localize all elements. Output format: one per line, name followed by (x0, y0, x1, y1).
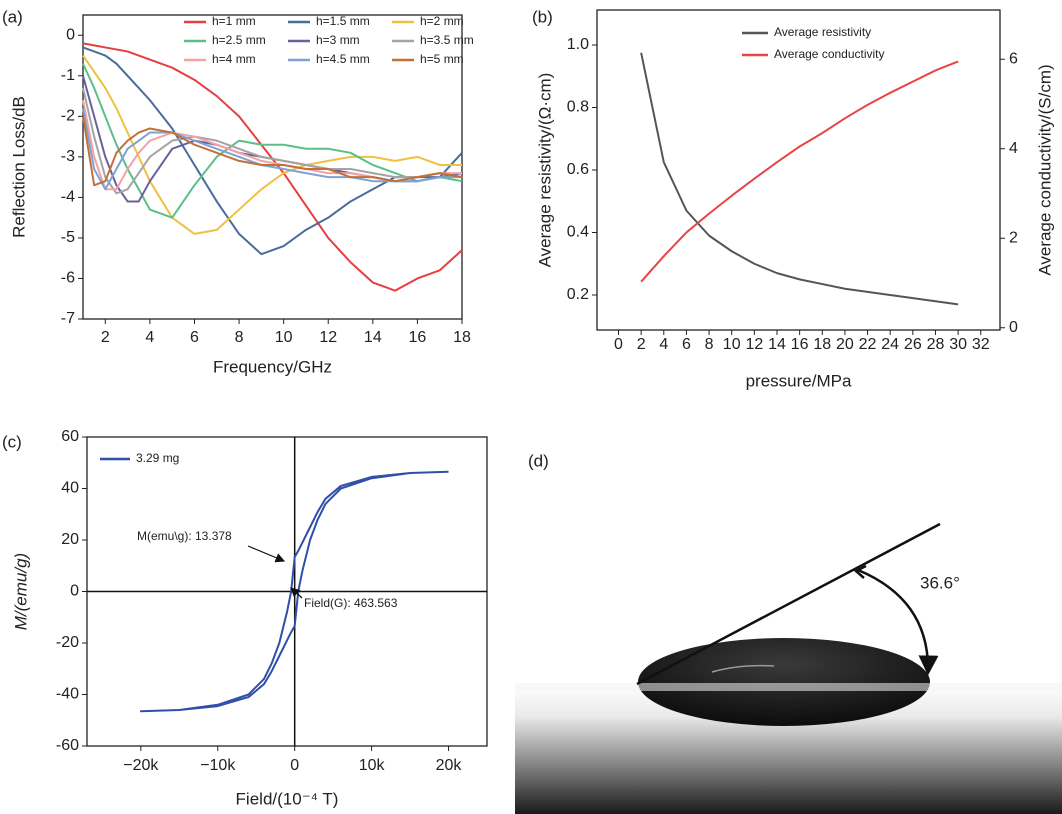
data-line (82, 116, 463, 187)
y-tick-label: 60 (61, 428, 79, 445)
data-line (82, 42, 463, 292)
legend-label: h=5 mm (420, 52, 464, 66)
x-tick-label: 8 (705, 336, 714, 353)
x-tick-label: 14 (768, 336, 786, 353)
x-tick-label: 24 (881, 336, 899, 353)
annotation-arrow (290, 587, 303, 599)
y2-tick-label: 2 (1009, 229, 1018, 246)
chart-panel: (a) 2 4 6 8 10 12 14 16 18 -7 -6 -5 -4 -3 -2 -1 0 Frequenc… (2, 7, 474, 376)
x-tick-label: 0 (614, 336, 623, 353)
y2-tick-label: 4 (1009, 140, 1018, 157)
x-tick-label: −20k (123, 757, 159, 774)
y-tick-label: -1 (61, 67, 75, 84)
legend-label: h=4 mm (212, 52, 256, 66)
y-tick-label: -2 (61, 108, 75, 125)
x-axis-label: Field/(10⁻⁴ T) (236, 789, 339, 808)
y-tick-label: -40 (56, 686, 79, 703)
y2-axis-label: Average conductivity/(S/cm) (1035, 64, 1054, 275)
x-axis-label: pressure/MPa (746, 371, 852, 390)
data-line (82, 87, 463, 195)
legend-label: Average conductivity (774, 47, 885, 61)
x-tick-label: 12 (745, 336, 763, 353)
x-tick-label: 6 (682, 336, 691, 353)
y-tick-label: -5 (61, 229, 75, 246)
y-tick-label: -60 (56, 737, 79, 754)
legend-label: h=1.5 mm (316, 14, 370, 28)
x-tick-label: 30 (949, 336, 967, 353)
y-tick-label: 1.0 (567, 36, 589, 53)
legend-label: h=1 mm (212, 14, 256, 28)
data-line (139, 470, 449, 713)
x-tick-label: 4 (145, 329, 154, 346)
x-tick-label: −10k (200, 757, 236, 774)
x-axis-label: Frequency/GHz (213, 357, 332, 376)
y-tick-label: 0 (70, 583, 79, 600)
y-tick-label: 20 (61, 531, 79, 548)
y-tick-label: -6 (61, 270, 75, 287)
data-line (82, 54, 462, 235)
x-tick-label: 28 (927, 336, 945, 353)
chart-panel: (b)0 2 4 6 8 10 12 14 16 18 20 22 24 26 28 30 320.20.40.… (532, 7, 1054, 390)
x-tick-label: 8 (235, 329, 244, 346)
y-tick-label: -3 (61, 148, 75, 165)
x-tick-label: 4 (659, 336, 668, 353)
data-line (82, 108, 462, 191)
y-tick-label: 0 (66, 26, 75, 43)
y-tick-label: -4 (61, 189, 75, 206)
chart-panel: (c) −20k −10k 0 10k 20k -60 -40 -20 0 20 40 60 Field/… (2, 428, 488, 808)
y-tick-label: -20 (56, 634, 79, 651)
x-tick-label: 10k (359, 757, 386, 774)
x-tick-label: 10 (275, 329, 293, 346)
y-tick-label: 40 (61, 480, 79, 497)
x-tick-label: 20 (836, 336, 854, 353)
x-tick-label: 26 (904, 336, 922, 353)
y2-tick-label: 0 (1009, 319, 1018, 336)
x-tick-label: 18 (813, 336, 831, 353)
y-tick-label: -7 (61, 310, 75, 327)
legend-label: h=2.5 mm (212, 33, 266, 47)
annotation: Field(G): 463.563 (304, 596, 398, 610)
y-tick-label: 0.8 (567, 99, 589, 116)
legend-label: 3.29 mg (136, 451, 179, 465)
angle-label: 36.6° (920, 573, 960, 592)
x-tick-label: 2 (101, 329, 110, 346)
legend-label: h=3.5 mm (420, 33, 474, 47)
y-axis-label: Reflection Loss/dB (9, 96, 28, 238)
x-tick-label: 0 (290, 757, 299, 774)
y-tick-label: 0.4 (567, 224, 589, 241)
plot-frame (82, 14, 463, 320)
data-line (82, 63, 463, 219)
legend-label: h=3 mm (316, 33, 360, 47)
y2-tick-label: 6 (1009, 50, 1018, 67)
photo-panel: 36.6° (d) (515, 451, 1062, 814)
x-tick-label: 18 (453, 329, 471, 346)
legend-label: h=2 mm (420, 14, 464, 28)
y-tick-label: 0.2 (567, 286, 589, 303)
panel-label: (b) (532, 7, 553, 26)
panel-label: (c) (2, 432, 22, 451)
data-line (640, 52, 959, 306)
panel-label: (d) (528, 451, 549, 470)
y-axis-label: M/(emu/g) (11, 553, 30, 630)
x-tick-label: 10 (723, 336, 741, 353)
panel-label: (a) (2, 7, 23, 26)
y-axis-label: Average resistivity/(Ω·cm) (535, 73, 554, 268)
x-tick-label: 16 (791, 336, 809, 353)
x-tick-label: 20k (436, 757, 463, 774)
legend-label: h=4.5 mm (316, 52, 370, 66)
x-tick-label: 2 (637, 336, 646, 353)
data-line (640, 60, 959, 283)
x-tick-label: 12 (319, 329, 337, 346)
x-tick-label: 32 (972, 336, 990, 353)
x-tick-label: 6 (190, 329, 199, 346)
legend-label: Average resistivity (774, 25, 871, 39)
x-tick-label: 22 (859, 336, 877, 353)
y-tick-label: 0.6 (567, 161, 589, 178)
annotation: M(emu\g): 13.378 (137, 529, 232, 543)
x-tick-label: 16 (409, 329, 427, 346)
x-tick-label: 14 (364, 329, 382, 346)
annotation-arrow (247, 545, 286, 563)
photo (515, 590, 1062, 814)
